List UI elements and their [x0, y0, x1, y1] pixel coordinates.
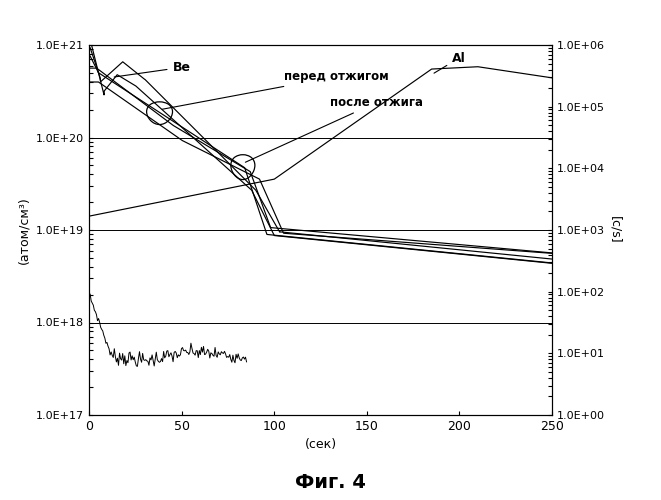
X-axis label: (сек): (сек) — [305, 438, 336, 452]
Text: Be: Be — [114, 61, 190, 77]
Text: Фиг. 4: Фиг. 4 — [295, 472, 366, 492]
Y-axis label: (атом/см³): (атом/см³) — [18, 196, 30, 264]
Text: Al: Al — [434, 52, 466, 73]
Text: перед отжигом: перед отжигом — [163, 70, 388, 109]
Text: после отжига: после отжига — [245, 96, 423, 162]
Y-axis label: [c/s]: [c/s] — [609, 216, 621, 244]
